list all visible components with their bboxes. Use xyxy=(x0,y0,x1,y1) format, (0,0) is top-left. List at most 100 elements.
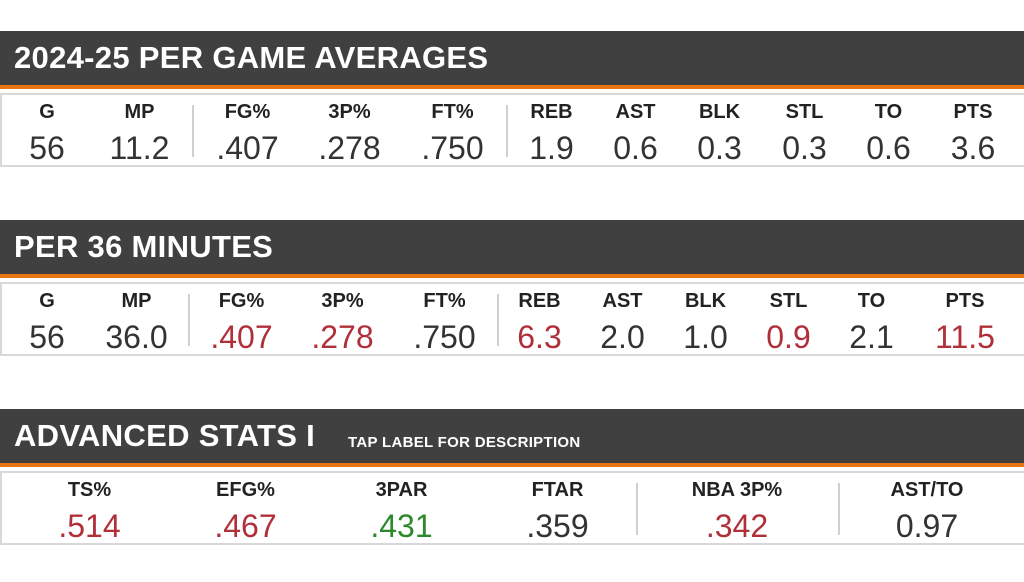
stat-value: .750 xyxy=(421,130,484,166)
divider xyxy=(506,105,508,157)
stat-label[interactable]: FT% xyxy=(423,290,466,312)
stat-value: 0.3 xyxy=(782,130,827,166)
advanced-stats-section: ADVANCED STATS I TAP LABEL FOR DESCRIPTI… xyxy=(0,409,1024,545)
stat-label[interactable]: STL xyxy=(785,101,824,123)
stat-value: 0.9 xyxy=(766,319,811,355)
stat-label[interactable]: BLK xyxy=(698,101,741,123)
stat-ast-to: AST/TO 0.97 xyxy=(847,473,1007,544)
stat-reb: REB 1.9 xyxy=(514,95,589,166)
stat-stl: STL 0.3 xyxy=(767,95,842,166)
stat-g: G 56 xyxy=(7,284,87,355)
stat-label[interactable]: FT% xyxy=(431,101,474,123)
stat-value: 0.3 xyxy=(697,130,742,166)
per-game-header: 2024-25 PER GAME AVERAGES xyxy=(0,31,1024,89)
per-36-stats-row: G 56 MP 36.0 FG% .407 3P% .278 FT% .750 REB 6.… xyxy=(0,282,1024,356)
stat-blk: BLK 1.0 xyxy=(668,284,743,355)
divider xyxy=(188,294,190,346)
divider xyxy=(838,483,840,535)
stat-ast: AST 0.6 xyxy=(598,95,673,166)
stat-label[interactable]: TS% xyxy=(67,479,112,501)
stat-label[interactable]: REB xyxy=(530,101,573,123)
tap-label-hint: TAP LABEL FOR DESCRIPTION xyxy=(348,434,581,451)
stat-label[interactable]: EFG% xyxy=(216,479,275,501)
stat-3par: 3PAR .431 xyxy=(334,473,469,544)
stat-value: .467 xyxy=(214,508,277,544)
stat-value: 11.2 xyxy=(109,130,170,166)
stat-3p-pct: 3P% .278 xyxy=(295,284,390,355)
stat-to: TO 2.1 xyxy=(834,284,909,355)
stat-value: .407 xyxy=(216,130,279,166)
stat-fg-pct: FG% .407 xyxy=(200,95,295,166)
stat-value: 6.3 xyxy=(517,319,562,355)
stat-value: 2.0 xyxy=(600,319,645,355)
advanced-stats-header: ADVANCED STATS I TAP LABEL FOR DESCRIPTI… xyxy=(0,409,1024,467)
stat-value: .514 xyxy=(58,508,121,544)
stat-value: .359 xyxy=(526,508,589,544)
stat-label[interactable]: AST xyxy=(615,101,656,123)
stat-label[interactable]: PTS xyxy=(945,290,985,312)
stat-value: 1.9 xyxy=(529,130,574,166)
per-36-section: PER 36 MINUTES G 56 MP 36.0 FG% .407 3P% .27… xyxy=(0,220,1024,356)
stat-nba-3p-pct: NBA 3P% .342 xyxy=(652,473,822,544)
stat-value: 11.5 xyxy=(935,319,995,355)
stat-label[interactable]: 3P% xyxy=(328,101,371,123)
stat-label[interactable]: PTS xyxy=(953,101,993,123)
divider xyxy=(192,105,194,157)
stat-value: 0.6 xyxy=(613,130,658,166)
stat-label[interactable]: FG% xyxy=(218,290,265,312)
stat-pts: PTS 11.5 xyxy=(920,284,1010,355)
stat-to: TO 0.6 xyxy=(851,95,926,166)
stat-fg-pct: FG% .407 xyxy=(194,284,289,355)
stat-label[interactable]: 3P% xyxy=(321,290,364,312)
stat-stl: STL 0.9 xyxy=(751,284,826,355)
stat-3p-pct: 3P% .278 xyxy=(302,95,397,166)
stat-label[interactable]: FG% xyxy=(224,101,271,123)
stat-value: 0.97 xyxy=(895,508,959,544)
section-title: PER 36 MINUTES xyxy=(14,229,274,264)
stat-label[interactable]: BLK xyxy=(684,290,727,312)
stat-g: G 56 xyxy=(7,95,87,166)
stat-label[interactable]: G xyxy=(39,290,55,312)
divider xyxy=(636,483,638,535)
stat-reb: REB 6.3 xyxy=(502,284,577,355)
stat-label[interactable]: STL xyxy=(769,290,808,312)
advanced-stats-row: TS% .514 EFG% .467 3PAR .431 FTAR .359 NBA 3… xyxy=(0,471,1024,545)
stat-blk: BLK 0.3 xyxy=(682,95,757,166)
stat-label[interactable]: FTAR xyxy=(531,479,584,501)
stat-value: 56 xyxy=(29,319,65,355)
per-game-section: 2024-25 PER GAME AVERAGES G 56 MP 11.2 FG%… xyxy=(0,31,1024,167)
section-title: ADVANCED STATS I xyxy=(14,418,316,453)
stat-ftar: FTAR .359 xyxy=(490,473,625,544)
stat-label[interactable]: MP xyxy=(121,290,152,312)
stat-ast: AST 2.0 xyxy=(585,284,660,355)
stat-value: 2.1 xyxy=(849,319,894,355)
divider xyxy=(497,294,499,346)
stat-label[interactable]: 3PAR xyxy=(375,479,428,501)
stat-value: .278 xyxy=(318,130,381,166)
stat-mp: MP 11.2 xyxy=(97,95,182,166)
per-36-header: PER 36 MINUTES xyxy=(0,220,1024,278)
stat-ft-pct: FT% .750 xyxy=(405,95,500,166)
stat-value: 0.6 xyxy=(866,130,911,166)
stat-value: .750 xyxy=(413,319,476,355)
stat-label[interactable]: TO xyxy=(874,101,903,123)
stat-label[interactable]: G xyxy=(39,101,55,123)
stat-value: 56 xyxy=(29,130,65,166)
section-title: 2024-25 PER GAME AVERAGES xyxy=(14,40,489,75)
stat-value: .278 xyxy=(311,319,374,355)
stat-label[interactable]: AST xyxy=(602,290,643,312)
stat-label[interactable]: MP xyxy=(124,101,155,123)
per-game-stats-row: G 56 MP 11.2 FG% .407 3P% .278 FT% .750 REB 1.… xyxy=(0,93,1024,167)
stat-label[interactable]: NBA 3P% xyxy=(691,479,783,501)
stat-value: .431 xyxy=(370,508,433,544)
stat-label[interactable]: TO xyxy=(857,290,886,312)
stat-ts-pct: TS% .514 xyxy=(22,473,157,544)
stat-label[interactable]: AST/TO xyxy=(890,479,964,501)
stat-pts: PTS 3.6 xyxy=(933,95,1013,166)
stat-mp: MP 36.0 xyxy=(94,284,179,355)
stat-efg-pct: EFG% .467 xyxy=(178,473,313,544)
stat-value: 1.0 xyxy=(683,319,728,355)
stat-label[interactable]: REB xyxy=(518,290,561,312)
stat-value: .342 xyxy=(705,508,769,544)
stat-value: 36.0 xyxy=(105,319,168,355)
